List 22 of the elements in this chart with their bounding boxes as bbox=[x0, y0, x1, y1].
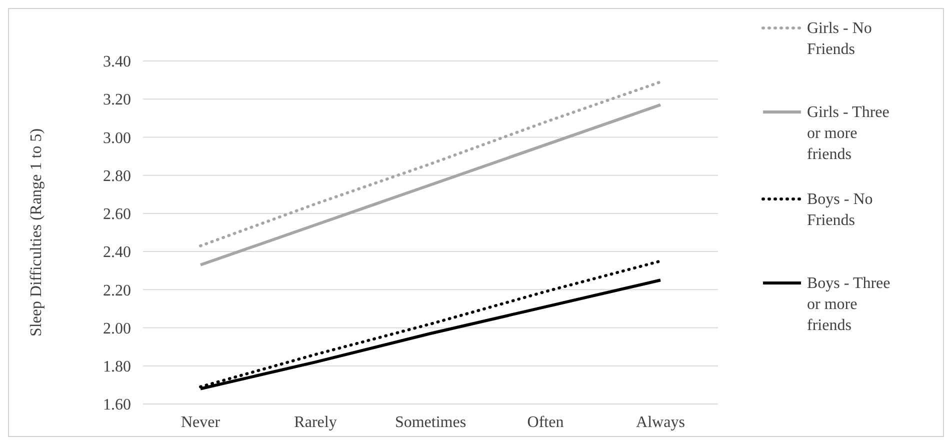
legend-label: Girls - No Friends bbox=[807, 20, 872, 58]
y-axis-title: Sleep Difficulties (Range 1 to 5) bbox=[28, 128, 45, 337]
x-tick-label: Rarely bbox=[294, 414, 337, 431]
y-tick-label: 2.40 bbox=[103, 244, 131, 262]
x-tick-label: Sometimes bbox=[394, 414, 466, 431]
legend-label: Boys - No Friends bbox=[807, 191, 873, 229]
legend-label: Boys - Three or more friends bbox=[807, 275, 890, 334]
line-series bbox=[199, 103, 662, 266]
y-tick-label: 1.60 bbox=[103, 396, 131, 414]
y-tick-label: 3.00 bbox=[103, 130, 131, 147]
y-tick-label: 2.00 bbox=[103, 320, 131, 338]
line-series bbox=[199, 80, 662, 248]
legend-label: Girls - Three or more friends bbox=[807, 104, 890, 163]
x-tick-label: Never bbox=[180, 414, 221, 431]
y-tick-label: 1.80 bbox=[103, 358, 131, 376]
y-tick-label: 2.60 bbox=[103, 206, 131, 224]
x-tick-label: Always bbox=[636, 414, 685, 431]
x-tick-label: Often bbox=[527, 414, 564, 431]
y-tick-label: 3.40 bbox=[103, 54, 131, 71]
y-tick-label: 2.20 bbox=[103, 282, 131, 300]
y-tick-label: 3.20 bbox=[103, 92, 131, 109]
y-tick-label: 2.80 bbox=[103, 168, 131, 185]
